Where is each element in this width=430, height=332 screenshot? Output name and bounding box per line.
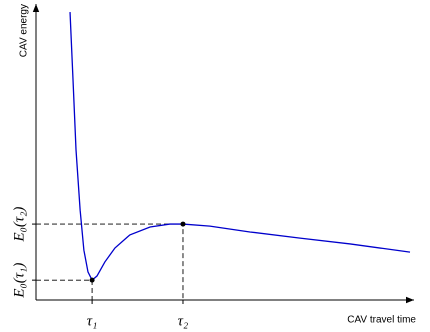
guide-line xyxy=(36,279,93,300)
guide-line xyxy=(36,223,184,300)
y-tick-label: E₀(τ₁) xyxy=(11,263,27,299)
point xyxy=(180,221,186,227)
x-axis-label: CAV travel time xyxy=(347,315,416,326)
curve xyxy=(69,12,411,282)
point xyxy=(89,277,95,283)
y-tick-label: E₀(τ₂) xyxy=(11,207,27,243)
x-tick-label: τ₁ xyxy=(87,313,98,329)
x-tick-label: τ₂ xyxy=(178,313,189,329)
y-axis-label: CAV energy xyxy=(19,4,30,57)
